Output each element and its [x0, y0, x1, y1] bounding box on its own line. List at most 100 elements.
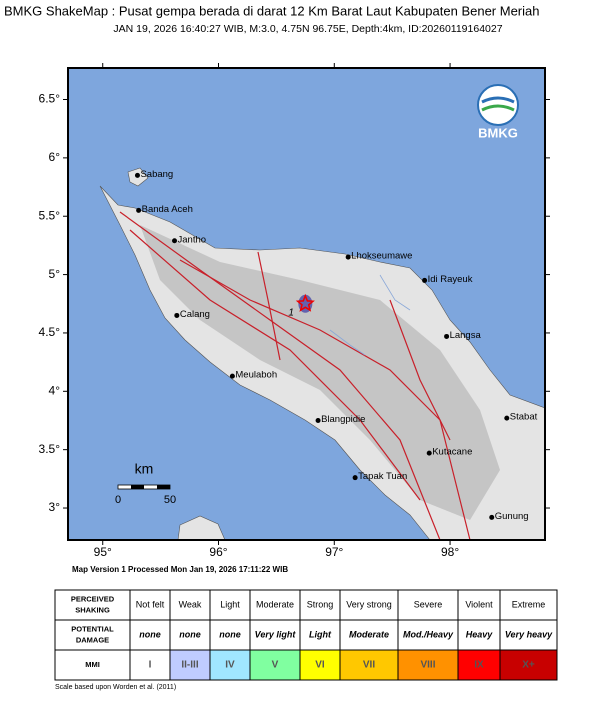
row-header: POTENTIAL [71, 624, 114, 633]
legend-table: PERCEIVED SHAKING Not felt Weak Light Moderat… [54, 589, 558, 681]
cell-text: Violent [465, 599, 493, 609]
table-cell [54, 619, 131, 651]
rivers [329, 274, 411, 356]
row-header: DAMAGE [76, 635, 109, 644]
cell-text: VI [315, 660, 325, 671]
city-marker [174, 312, 180, 318]
city-marker [489, 514, 495, 520]
city-marker [345, 254, 351, 260]
city-label: Banda Aceh [142, 204, 193, 215]
table-cell [457, 589, 501, 621]
table-cell [249, 619, 301, 651]
city-label: Kutacane [432, 447, 472, 458]
logo-text: BMKG [478, 125, 518, 140]
lon-label: 96° [209, 545, 227, 559]
city-label: Lhokseumawe [351, 251, 412, 262]
row-header: DAMAGE [76, 635, 109, 644]
city-label: Meulaboh [235, 370, 277, 381]
cell-text: Very heavy [505, 629, 553, 639]
cell-text: Light [309, 629, 332, 639]
table-cell [54, 589, 131, 621]
city-marker [134, 172, 140, 178]
table-cell [169, 589, 211, 621]
table-cell [499, 619, 558, 651]
table-cell [209, 619, 251, 651]
cell-text: Extreme [512, 599, 546, 609]
lon-label: 97° [325, 545, 343, 559]
footnote: Scale based upon Worden et al. (2011) [55, 684, 176, 691]
table-cell [54, 649, 131, 681]
city-marker [172, 238, 178, 244]
city-marker [229, 373, 235, 379]
faults [119, 211, 471, 540]
table-cell [129, 619, 171, 651]
lat-label: 6.5° [39, 92, 61, 106]
cell-text: VIII [420, 660, 435, 671]
lat-label: 5.5° [39, 208, 61, 222]
city-label: Langsa [450, 330, 482, 341]
city-label: Sabang [140, 169, 173, 180]
city-label: Calang [180, 309, 210, 320]
table-cell [249, 589, 301, 621]
row-header: MMI [85, 660, 100, 669]
city-label: Jantho [178, 234, 207, 245]
island [177, 515, 226, 540]
cell-text: Very strong [346, 599, 392, 609]
table-cell [397, 649, 459, 681]
cell-text: Not felt [136, 599, 165, 609]
cell-text: Very light [255, 629, 297, 639]
city-label: Tapak Tuan [358, 471, 407, 482]
lat-label: 4° [49, 383, 61, 397]
table-cell [339, 589, 399, 621]
city-marker [315, 417, 321, 423]
table-cell [457, 649, 501, 681]
city-label: Stabat [510, 412, 538, 423]
table-cell [129, 649, 171, 681]
map [68, 68, 545, 540]
cell-text: Weak [179, 599, 202, 609]
highlands [140, 225, 500, 520]
cell-text: Strong [307, 599, 334, 609]
cell-text: Light [220, 599, 240, 609]
scale-rect [131, 485, 144, 489]
row-header: PERCEIVED [71, 594, 115, 603]
cell-text: none [179, 629, 201, 639]
cell-text: Heavy [466, 629, 494, 639]
city-marker [136, 207, 142, 213]
logo-arc [481, 96, 515, 104]
scale-rect [157, 485, 170, 489]
table-cell [169, 619, 211, 651]
cell-text: Moderate [349, 629, 389, 639]
city-marker [422, 277, 428, 283]
cell-text: VII [363, 660, 375, 671]
logo-arc [481, 104, 515, 112]
lat-label: 3.5° [39, 442, 61, 456]
version-note: Map Version 1 Processed Mon Jan 19, 2026… [72, 565, 288, 574]
scale-bar: km 0 50 [115, 461, 176, 506]
city-marker [504, 415, 510, 421]
cell-text: Moderate [256, 599, 294, 609]
row-header: PERCEIVED [71, 594, 115, 603]
cell-text: Severe [414, 599, 443, 609]
table-cell [499, 649, 558, 681]
city-marker [426, 450, 432, 456]
map-frame [67, 67, 546, 541]
row-header: SHAKING [75, 605, 110, 614]
cell-text: none [139, 629, 161, 639]
city-label: Blangpidie [321, 414, 365, 425]
scale-label: 0 [115, 494, 121, 506]
table-cell [299, 619, 341, 651]
scale-label: 50 [164, 494, 176, 506]
city-label: Gunung [495, 511, 529, 522]
lon-label: 95° [94, 545, 112, 559]
cell-text: IV [225, 660, 235, 671]
lat-label: 3° [49, 500, 61, 514]
epicenter-label: 1 [288, 307, 294, 318]
epicenter [295, 293, 315, 312]
title: BMKG ShakeMap : Pusat gempa berada di da… [4, 3, 539, 18]
table-cell [499, 589, 558, 621]
subtitle: JAN 19, 2026 16:40:27 WIB, M:3.0, 4.75N … [113, 23, 502, 35]
scale-unit: km [135, 461, 154, 477]
cell-text: IX [474, 660, 484, 671]
